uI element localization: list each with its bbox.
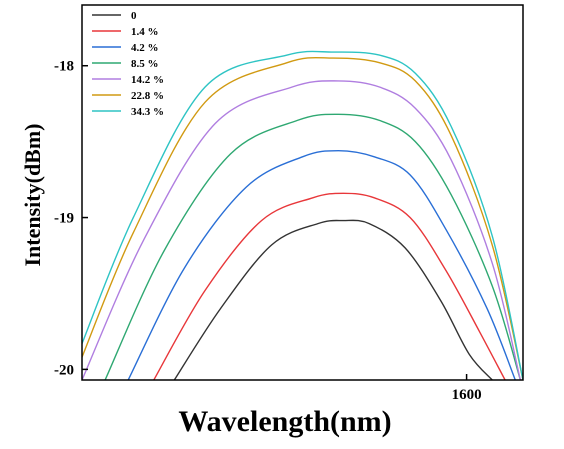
series-line-3 [104,113,522,380]
legend-label-1: 1.4 % [131,26,159,38]
y-tick-label-1: -19 [54,211,74,227]
legend-label-4: 14.2 % [131,74,164,86]
ticks-layer: -18 -19 -20 1600 [54,59,482,403]
legend-label-2: 4.2 % [131,42,159,54]
y-tick-label-0: -18 [54,59,74,75]
plot-frame [81,4,524,381]
series-line-0 [173,219,493,380]
legend-label-6: 34.3 % [131,106,164,118]
legend-label-5: 22.8 % [131,90,164,102]
series-layer [82,50,523,380]
legend-label-3: 8.5 % [131,58,159,70]
series-line-2 [127,149,516,380]
y-tick-label-2: -20 [54,362,74,378]
x-axis-title: Wavelength(nm) [178,405,391,438]
x-tick-label-0: 1600 [452,387,482,403]
series-line-1 [153,192,506,380]
series-line-4 [82,80,522,380]
legend-label-0: 0 [131,10,137,22]
series-line-6 [82,50,523,380]
legend: 0 1.4 % 4.2 % 8.5 % 14.2 % 22.8 % 34.3 % [92,10,164,118]
series-line-5 [82,56,523,380]
y-axis-title: Intensity(dBm) [20,123,45,266]
